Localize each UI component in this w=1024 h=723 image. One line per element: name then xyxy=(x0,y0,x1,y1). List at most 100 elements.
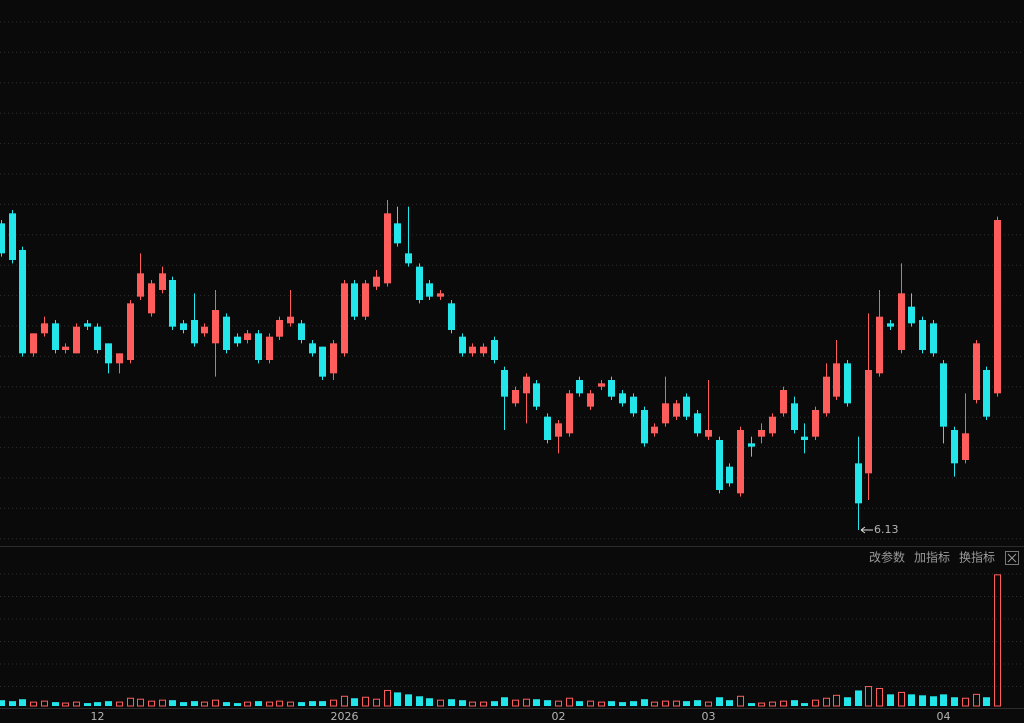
x-tick-label: 02 xyxy=(552,710,566,723)
volume-bar xyxy=(319,701,326,706)
volume-bar xyxy=(823,697,830,707)
volume-bar xyxy=(791,700,798,706)
volume-bar xyxy=(298,702,305,706)
candle-body xyxy=(737,430,744,494)
candle-body xyxy=(394,223,401,244)
candle-body xyxy=(833,363,840,397)
volume-bar xyxy=(148,700,155,707)
volume-bar xyxy=(426,698,433,706)
volume-bar xyxy=(930,696,937,706)
candle-body xyxy=(683,396,690,417)
candle-body xyxy=(673,403,680,417)
candle-body xyxy=(426,283,433,297)
candle-body xyxy=(201,326,208,334)
volume-bar xyxy=(0,700,5,706)
candle-body xyxy=(212,310,219,344)
candle-body xyxy=(865,370,872,474)
volume-bar xyxy=(105,701,112,706)
volume-bar xyxy=(448,699,455,706)
candle-body xyxy=(576,380,583,394)
volume-bar xyxy=(512,699,519,707)
candle-body xyxy=(127,303,134,360)
volume-bar xyxy=(983,697,990,706)
volume-bar xyxy=(576,701,583,706)
volume-bar xyxy=(137,698,144,707)
button[interactable]: 改参数 xyxy=(869,550,905,565)
volume-bar xyxy=(865,686,872,707)
candle-body xyxy=(362,283,369,317)
volume-bar xyxy=(191,701,198,706)
volume-bar xyxy=(362,696,369,707)
close-button[interactable] xyxy=(1005,551,1019,565)
volume-bar xyxy=(919,695,926,706)
volume-bar xyxy=(940,694,947,706)
volume-bar xyxy=(994,574,1001,707)
volume-bar xyxy=(844,697,851,706)
volume-bar xyxy=(694,700,701,706)
volume-bar xyxy=(180,702,187,706)
candle-body xyxy=(73,326,80,354)
candle-body xyxy=(523,376,530,394)
candle-body xyxy=(469,346,476,354)
volume-bar xyxy=(566,697,573,707)
volume-bar xyxy=(84,703,91,706)
candle-body xyxy=(169,280,176,327)
volume-bar xyxy=(876,688,883,707)
button[interactable]: 换指标 xyxy=(959,550,995,565)
volume-bar xyxy=(780,700,787,707)
candle-body xyxy=(298,323,305,340)
candle-body xyxy=(566,393,573,434)
button[interactable]: 加指标 xyxy=(914,550,950,565)
candle-body xyxy=(159,273,166,290)
candle-body xyxy=(823,376,830,414)
volume-bar xyxy=(480,701,487,707)
candle-body xyxy=(973,343,980,400)
candle-body xyxy=(705,430,712,437)
candle-body xyxy=(512,390,519,404)
candle-body xyxy=(544,416,551,440)
volume-bar xyxy=(459,700,466,706)
volume-bar xyxy=(769,701,776,707)
volume-bar xyxy=(705,701,712,707)
candle-body xyxy=(30,333,37,354)
candle-body xyxy=(459,336,466,354)
volume-bar xyxy=(52,702,59,706)
volume-bar xyxy=(608,701,615,706)
volume-bar xyxy=(651,701,658,707)
volume-bar xyxy=(384,689,391,707)
volume-bar xyxy=(898,691,905,707)
candle-body xyxy=(651,426,658,434)
volume-bar xyxy=(351,698,358,706)
candle-body xyxy=(780,390,787,414)
volume-bar xyxy=(212,699,219,707)
volume-bar xyxy=(373,698,380,707)
candle-body xyxy=(276,320,283,337)
volume-bar xyxy=(951,697,958,706)
volume-bar xyxy=(683,701,690,706)
candle-body xyxy=(501,370,508,397)
volume-bar xyxy=(244,701,251,707)
volume-bar xyxy=(812,699,819,707)
candle-body xyxy=(844,363,851,404)
volume-bar xyxy=(833,694,840,707)
candle-body xyxy=(812,410,819,437)
candle-body xyxy=(448,303,455,330)
candle-body xyxy=(619,393,626,404)
volume-bar xyxy=(908,694,915,706)
candle-body xyxy=(908,306,915,324)
volume-bar xyxy=(887,694,894,706)
volume-bar xyxy=(30,701,37,707)
volume-bar xyxy=(726,700,733,706)
candle-body xyxy=(555,423,562,437)
candle-body xyxy=(791,403,798,430)
candle-body xyxy=(309,343,316,354)
candle-body xyxy=(876,316,883,374)
candle-body xyxy=(52,323,59,350)
volume-bar xyxy=(394,692,401,706)
candle-body xyxy=(384,213,391,284)
volume-bar xyxy=(287,701,294,707)
volume-bar xyxy=(169,700,176,706)
candle-body xyxy=(116,353,123,364)
